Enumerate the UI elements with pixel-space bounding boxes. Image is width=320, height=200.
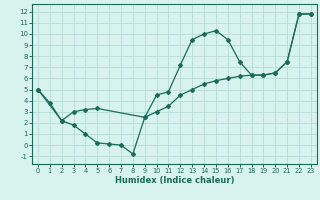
X-axis label: Humidex (Indice chaleur): Humidex (Indice chaleur) [115,176,234,185]
